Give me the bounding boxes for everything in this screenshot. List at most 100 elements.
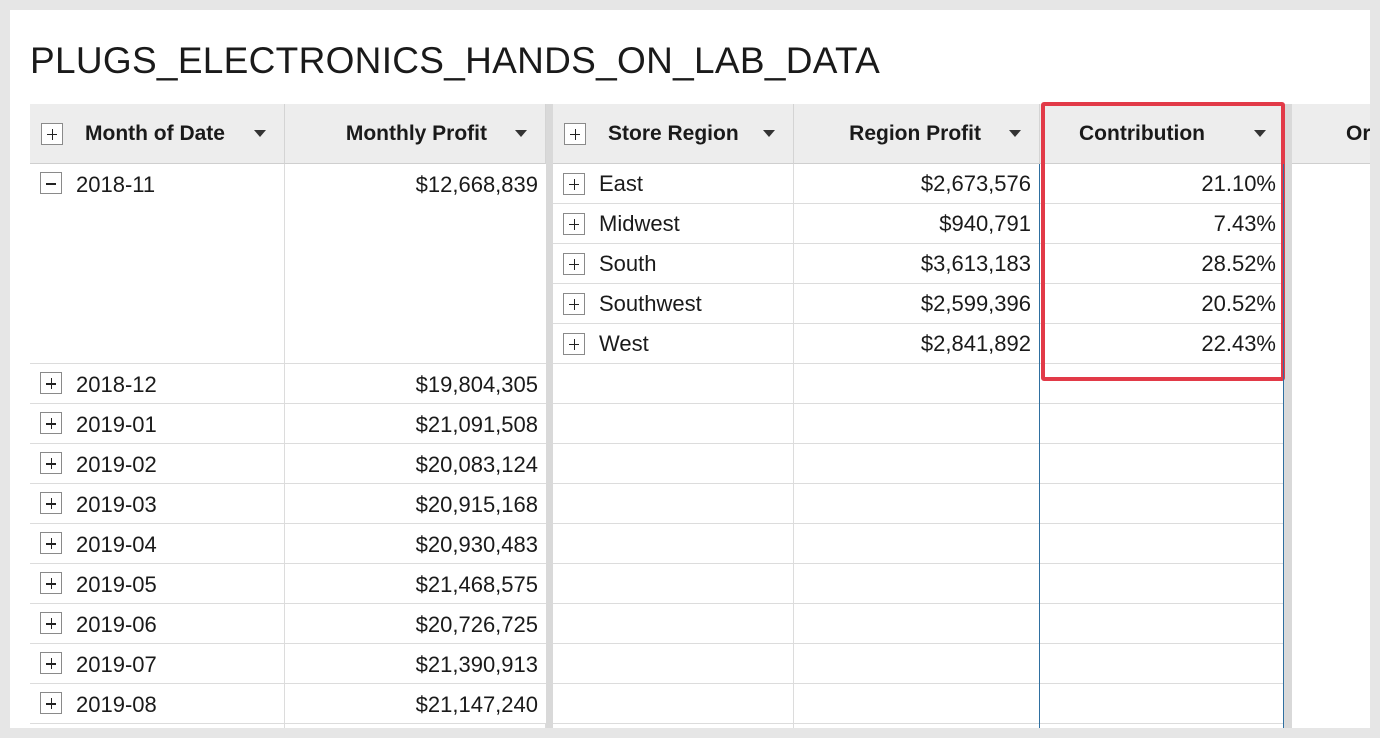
expand-icon[interactable] <box>563 252 585 275</box>
table-row-month[interactable]: 2019-02 <box>30 444 285 484</box>
table-row-empty-cell <box>1040 564 1285 604</box>
expand-icon[interactable] <box>40 692 62 714</box>
table-row-empty-cell <box>794 644 1040 684</box>
expand-icon[interactable] <box>40 532 62 554</box>
table-row-monthly-profit: $21,390,913 <box>285 644 546 684</box>
expand-icon[interactable] <box>40 412 62 434</box>
pivot-table: Month of Date Monthly Profit Store Regio… <box>30 104 1370 728</box>
region-label: Southwest <box>599 290 702 316</box>
table-row-month[interactable]: 2019-07 <box>30 644 285 684</box>
level-separator[interactable] <box>1285 104 1292 728</box>
table-row-contribution: 22.43% <box>1040 324 1285 364</box>
column-header-month-of-date[interactable]: Month of Date <box>30 104 285 164</box>
month-label: 2019-05 <box>76 572 157 597</box>
table-row-monthly-profit: $21,468,575 <box>285 564 546 604</box>
column-header-label: Contribution <box>1079 121 1205 145</box>
column-header-region-profit[interactable]: Region Profit <box>794 104 1040 164</box>
region-profit-value: $2,599,396 <box>920 290 1031 316</box>
table-row-empty-cell <box>553 564 794 604</box>
table-row-empty-cell <box>1040 444 1285 484</box>
table-row-empty-cell <box>794 524 1040 564</box>
month-label: 2019-06 <box>76 612 157 637</box>
table-row-month[interactable]: 2019-08 <box>30 684 285 724</box>
expand-icon[interactable] <box>40 492 62 514</box>
table-row-month[interactable]: 2019-03 <box>30 484 285 524</box>
table-row-month[interactable]: 2018-11 <box>30 164 285 364</box>
column-header-label: Monthly Profit <box>345 121 487 145</box>
page-title: PLUGS_ELECTRONICS_HANDS_ON_LAB_DATA <box>30 40 881 81</box>
table-row-month[interactable]: 2019-01 <box>30 404 285 444</box>
chevron-down-icon[interactable] <box>1009 130 1021 137</box>
chevron-down-icon[interactable] <box>254 130 266 137</box>
expand-icon[interactable] <box>40 572 62 594</box>
monthly-profit-value: $20,083,124 <box>415 452 538 477</box>
month-label: 2018-12 <box>76 372 157 397</box>
month-label: 2019-02 <box>76 452 157 477</box>
month-label: 2019-01 <box>76 412 157 437</box>
table-row-empty-cell <box>1040 484 1285 524</box>
table-row-region[interactable]: South <box>553 244 794 284</box>
expand-icon[interactable] <box>40 612 62 634</box>
table-row-region[interactable]: East <box>553 164 794 204</box>
table-row-monthly-profit: $20,915,168 <box>285 484 546 524</box>
contribution-value: 7.43% <box>1213 210 1276 236</box>
expand-icon[interactable] <box>563 172 585 195</box>
table-row-region[interactable]: West <box>553 324 794 364</box>
table-row-empty-cell <box>30 724 285 728</box>
table-row-region[interactable]: Midwest <box>553 204 794 244</box>
chevron-down-icon[interactable] <box>515 130 527 137</box>
region-profit-value: $3,613,183 <box>920 250 1031 276</box>
table-row-region-profit: $2,841,892 <box>794 324 1040 364</box>
level-separator[interactable] <box>546 104 553 728</box>
monthly-profit-value: $20,915,168 <box>415 492 538 517</box>
table-row-empty-cell <box>794 404 1040 444</box>
table-row-monthly-profit: $21,091,508 <box>285 404 546 444</box>
table-row-month[interactable]: 2018-12 <box>30 364 285 404</box>
expand-icon[interactable] <box>40 372 62 394</box>
expand-all-icon[interactable] <box>41 122 63 145</box>
table-row-month[interactable]: 2019-04 <box>30 524 285 564</box>
column-header-partial[interactable]: Or <box>1292 104 1370 164</box>
table-row-monthly-profit: $20,930,483 <box>285 524 546 564</box>
chevron-down-icon[interactable] <box>763 130 775 137</box>
table-row-empty-cell <box>794 484 1040 524</box>
table-row-region-profit: $940,791 <box>794 204 1040 244</box>
monthly-profit-value: $21,091,508 <box>415 412 538 437</box>
table-row-monthly-profit: $12,668,839 <box>285 164 546 364</box>
table-row-empty-cell <box>794 724 1040 728</box>
table-row-empty-cell <box>1040 604 1285 644</box>
expand-icon[interactable] <box>40 452 62 474</box>
table-row-month[interactable]: 2019-06 <box>30 604 285 644</box>
monthly-profit-value: $19,804,305 <box>415 372 538 397</box>
contribution-value: 21.10% <box>1201 170 1276 196</box>
expand-icon[interactable] <box>563 212 585 235</box>
contribution-value: 22.43% <box>1201 330 1276 356</box>
monthly-profit-value: $21,468,575 <box>415 572 538 597</box>
column-header-monthly-profit[interactable]: Monthly Profit <box>285 104 546 164</box>
table-row-month[interactable]: 2019-05 <box>30 564 285 604</box>
column-header-label: Or <box>1346 121 1370 145</box>
expand-icon[interactable] <box>40 652 62 674</box>
expand-all-icon[interactable] <box>564 122 586 145</box>
column-header-store-region[interactable]: Store Region <box>553 104 794 164</box>
month-label: 2019-07 <box>76 652 157 677</box>
table-row-empty-cell <box>553 484 794 524</box>
table-row-empty-cell <box>553 524 794 564</box>
table-row-empty-cell <box>794 604 1040 644</box>
table-row-empty-cell <box>553 644 794 684</box>
monthly-profit-value: $20,930,483 <box>415 532 538 557</box>
table-row-region[interactable]: Southwest <box>553 284 794 324</box>
expand-icon[interactable] <box>563 292 585 315</box>
collapse-icon[interactable] <box>40 172 62 194</box>
table-row-contribution: 21.10% <box>1040 164 1285 204</box>
column-header-label: Region Profit <box>849 121 981 145</box>
table-row-monthly-profit: $20,083,124 <box>285 444 546 484</box>
monthly-profit-value: $20,726,725 <box>415 612 538 637</box>
table-row-empty-cell <box>1040 684 1285 724</box>
column-header-contribution[interactable]: Contribution <box>1040 104 1285 164</box>
expand-icon[interactable] <box>563 332 585 355</box>
chevron-down-icon[interactable] <box>1254 130 1266 137</box>
month-label: 2019-04 <box>76 532 157 557</box>
month-label: 2018-11 <box>76 172 156 197</box>
table-row-empty-cell <box>794 444 1040 484</box>
